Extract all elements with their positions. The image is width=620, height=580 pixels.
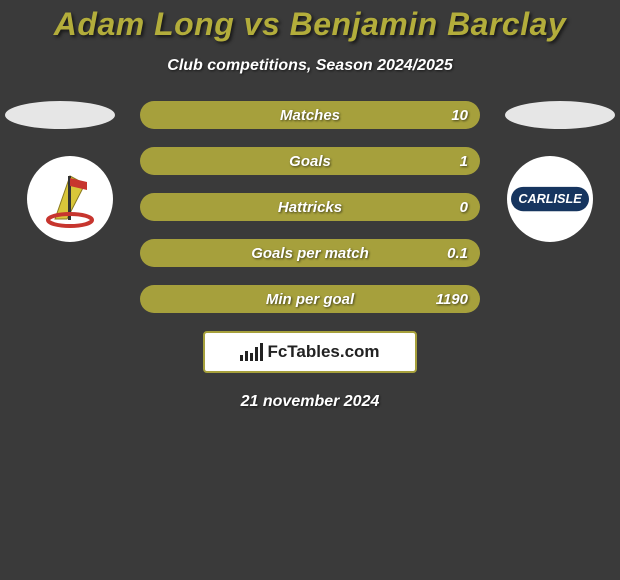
- player-placeholder-left: [5, 101, 115, 129]
- stat-value: 0.1: [447, 245, 468, 262]
- bar-chart-icon: [240, 343, 263, 361]
- stat-row: Min per goal 1190: [140, 285, 480, 313]
- stat-label: Goals per match: [251, 245, 369, 262]
- team-badge-left: [27, 156, 113, 242]
- stat-rows: Matches 10 Goals 1 Hattricks 0 Goals per match…: [140, 101, 480, 313]
- stat-label: Min per goal: [266, 291, 354, 308]
- page-title: Adam Long vs Benjamin Barclay: [0, 0, 620, 43]
- stat-row: Matches 10: [140, 101, 480, 129]
- fctables-badge[interactable]: FcTables.com: [203, 331, 417, 373]
- stat-label: Matches: [280, 107, 340, 124]
- player-placeholder-right: [505, 101, 615, 129]
- stat-label: Goals: [289, 153, 331, 170]
- team-badge-right: CARLISLE: [507, 156, 593, 242]
- stat-value: 1190: [436, 291, 468, 308]
- snapshot-date: 21 november 2024: [0, 393, 620, 411]
- stat-label: Hattricks: [278, 199, 342, 216]
- stat-row: Goals per match 0.1: [140, 239, 480, 267]
- stat-row: Goals 1: [140, 147, 480, 175]
- stat-value: 0: [460, 199, 468, 216]
- page-subtitle: Club competitions, Season 2024/2025: [0, 57, 620, 75]
- crest-right-icon: CARLISLE: [511, 186, 589, 212]
- crest-left-icon: [35, 164, 105, 234]
- stat-value: 10: [451, 107, 468, 124]
- comparison-stage: CARLISLE Matches 10 Goals 1 Hattricks 0 Goals …: [0, 101, 620, 313]
- stat-row: Hattricks 0: [140, 193, 480, 221]
- stat-value: 1: [460, 153, 468, 170]
- svg-text:CARLISLE: CARLISLE: [518, 192, 582, 206]
- fctables-label: FcTables.com: [267, 342, 379, 362]
